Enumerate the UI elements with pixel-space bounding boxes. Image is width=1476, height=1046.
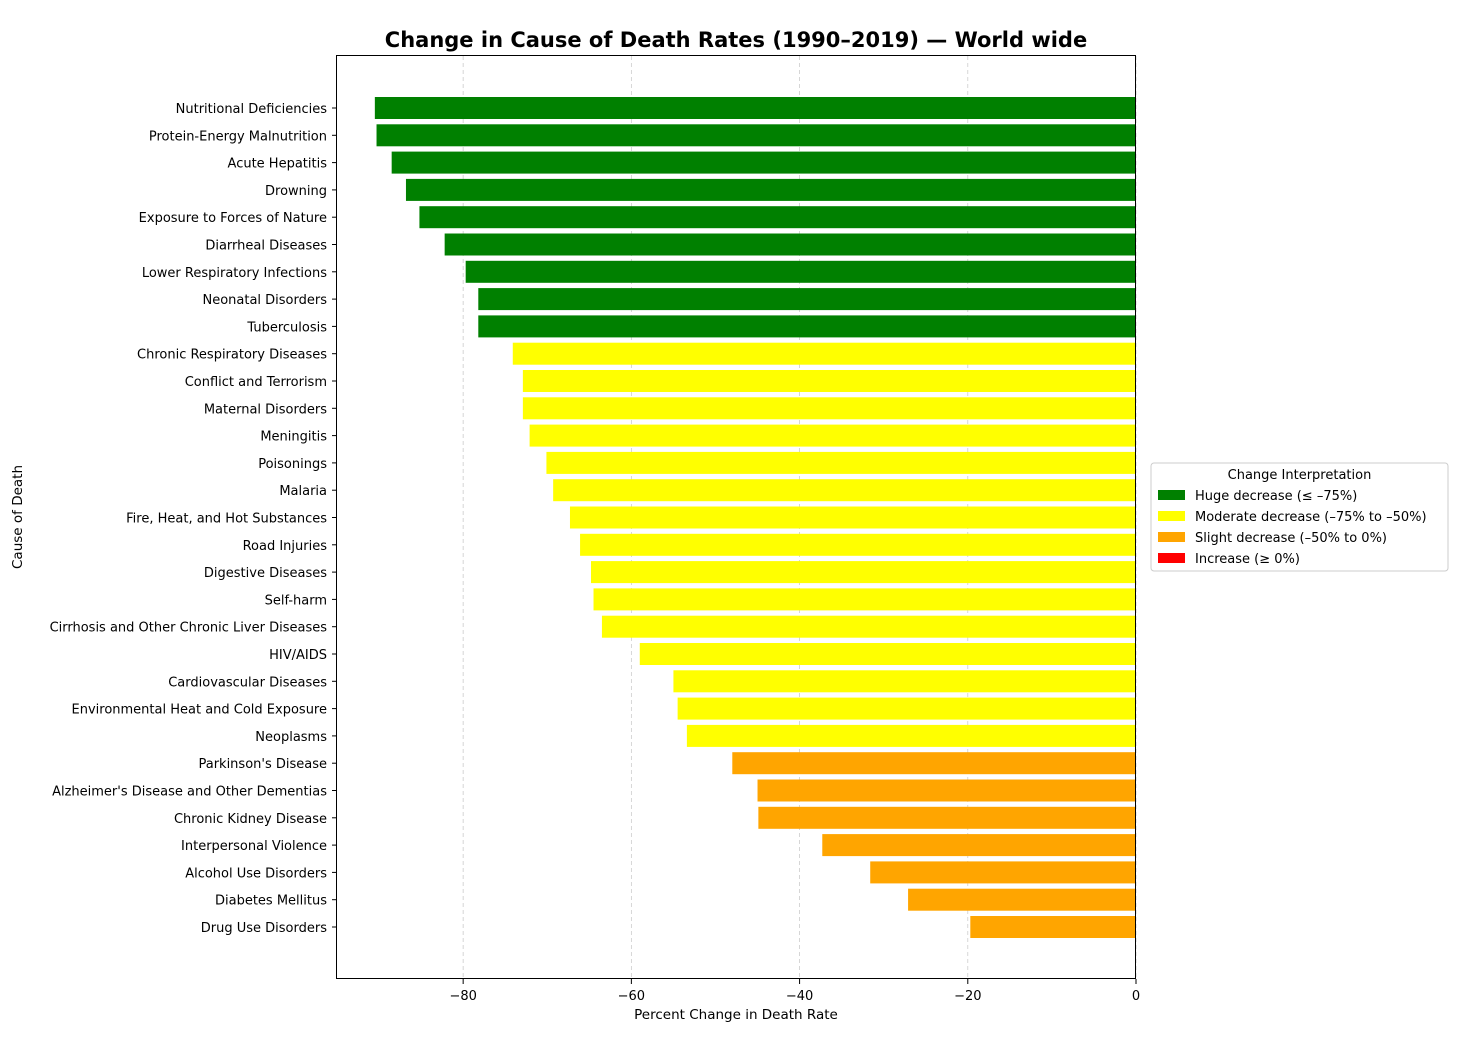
y-tick-label: Road Injuries — [243, 539, 328, 554]
bar — [580, 533, 1136, 556]
y-axis: Nutritional Deficiencies Protein-Energy M… — [50, 102, 337, 936]
legend-box — [1150, 462, 1449, 572]
y-tick-label: Malaria — [279, 484, 327, 499]
bar — [374, 97, 1136, 119]
y-tick-label: Alcohol Use Disorders — [185, 866, 327, 881]
y-tick-label: Interpersonal Violence — [181, 839, 327, 854]
bar — [822, 834, 1136, 857]
bar — [601, 615, 1136, 638]
bar — [376, 124, 1136, 147]
bar — [673, 670, 1136, 693]
y-axis-label: Cause of Death — [10, 465, 26, 569]
legend-swatch — [1158, 511, 1185, 521]
legend: Change Interpretation Huge decrease (≤ –7… — [1150, 462, 1449, 572]
legend-label: Huge decrease (≤ –75%) — [1195, 489, 1357, 504]
y-tick-label: Meningitis — [260, 430, 327, 445]
y-tick-label: Drug Use Disorders — [201, 921, 327, 936]
bar — [419, 206, 1136, 229]
bar — [522, 370, 1136, 392]
bar — [590, 561, 1136, 584]
y-tick-label: Conflict and Terrorism — [185, 375, 327, 390]
legend-label: Slight decrease (–50% to 0%) — [1195, 531, 1387, 546]
bar — [677, 697, 1136, 720]
y-tick-label: Chronic Kidney Disease — [174, 812, 327, 827]
bar — [478, 315, 1136, 338]
bar — [553, 479, 1136, 502]
y-tick-label: Fire, Heat, and Hot Substances — [126, 512, 327, 527]
y-tick-label: Lower Respiratory Infections — [142, 266, 327, 281]
y-tick-label: Environmental Heat and Cold Exposure — [72, 703, 328, 718]
bar — [465, 260, 1137, 283]
y-tick-label: Diabetes Mellitus — [215, 894, 327, 909]
y-tick-label: Chronic Respiratory Diseases — [137, 348, 327, 363]
y-tick-label: Tuberculosis — [246, 320, 327, 335]
bar — [970, 916, 1136, 938]
x-tick-label: 0 — [1132, 989, 1140, 1004]
bar — [391, 151, 1136, 174]
y-tick-label: Neoplasms — [255, 730, 327, 745]
y-tick-label: HIV/AIDS — [269, 648, 327, 663]
bar — [529, 424, 1136, 447]
chart-title: Change in Cause of Death Rates (1990–201… — [385, 28, 1087, 52]
y-tick-label: Protein-Energy Malnutrition — [149, 129, 327, 144]
bar — [639, 643, 1136, 665]
bar — [757, 779, 1136, 802]
legend-swatch — [1158, 532, 1185, 542]
x-tick-label: −20 — [954, 989, 981, 1004]
legend-label: Moderate decrease (–75% to –50%) — [1195, 510, 1427, 525]
legend-label: Increase (≥ 0%) — [1195, 552, 1300, 567]
bar — [908, 888, 1136, 911]
bar — [870, 861, 1136, 884]
y-tick-label: Maternal Disorders — [204, 402, 327, 417]
bar — [569, 506, 1136, 529]
x-tick-label: −80 — [449, 989, 476, 1004]
y-tick-label: Diarrheal Diseases — [205, 239, 327, 254]
bar — [405, 178, 1136, 201]
bar — [478, 288, 1136, 311]
bar — [522, 397, 1136, 420]
y-tick-label: Self-harm — [265, 593, 327, 608]
y-tick-label: Parkinson's Disease — [198, 757, 327, 772]
x-tick-label: −60 — [618, 989, 645, 1004]
bar — [758, 806, 1136, 829]
bars — [374, 97, 1137, 938]
legend-swatch — [1158, 553, 1185, 563]
y-tick-label: Drowning — [265, 184, 327, 199]
y-tick-label: Alzheimer's Disease and Other Dementias — [52, 785, 327, 800]
x-axis: −80 −60 −40 −20 0 — [449, 979, 1140, 1004]
y-tick-label: Neonatal Disorders — [202, 293, 327, 308]
bar — [444, 233, 1136, 256]
bar — [686, 724, 1136, 747]
y-tick-label: Poisonings — [258, 457, 327, 472]
y-tick-label: Nutritional Deficiencies — [176, 102, 328, 117]
y-tick-label: Exposure to Forces of Nature — [139, 211, 327, 226]
y-tick-label: Digestive Diseases — [204, 566, 327, 581]
bar — [512, 342, 1136, 365]
legend-title: Change Interpretation — [1228, 468, 1372, 483]
y-tick-label: Cardiovascular Diseases — [168, 675, 327, 690]
y-tick-label: Acute Hepatitis — [228, 157, 328, 172]
bar — [732, 752, 1136, 775]
legend-swatch — [1158, 490, 1185, 500]
bar — [546, 451, 1136, 474]
x-tick-label: −40 — [786, 989, 813, 1004]
x-axis-label: Percent Change in Death Rate — [634, 1007, 838, 1023]
bar — [593, 588, 1136, 611]
y-tick-label: Cirrhosis and Other Chronic Liver Diseas… — [50, 621, 328, 636]
